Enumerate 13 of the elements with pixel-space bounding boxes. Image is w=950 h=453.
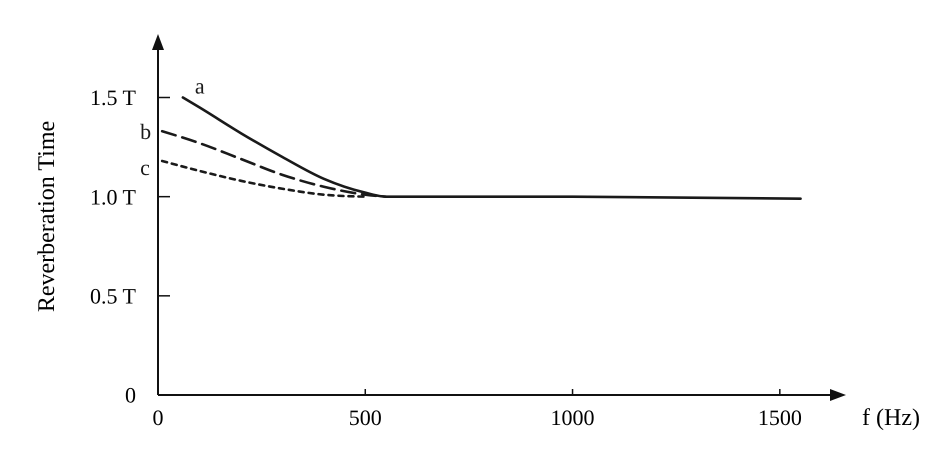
y-tick-label: 1.0 T bbox=[90, 184, 137, 210]
x-tick-label: 0 bbox=[152, 405, 164, 430]
y-tick-label: 0 bbox=[125, 382, 136, 408]
y-tick-label: 0.5 T bbox=[90, 284, 137, 309]
series-label: c bbox=[140, 154, 150, 180]
x-axis-title: f (Hz) bbox=[862, 405, 920, 431]
y-tick-label: 1.5 T bbox=[90, 85, 137, 110]
y-axis-title: Reverberation Time bbox=[34, 120, 60, 312]
series-label: a bbox=[194, 74, 205, 98]
x-tick-label: 1000 bbox=[550, 405, 595, 430]
series-label: b bbox=[140, 119, 152, 144]
x-tick-label: 500 bbox=[348, 405, 382, 430]
x-tick-label: 1500 bbox=[758, 405, 802, 430]
